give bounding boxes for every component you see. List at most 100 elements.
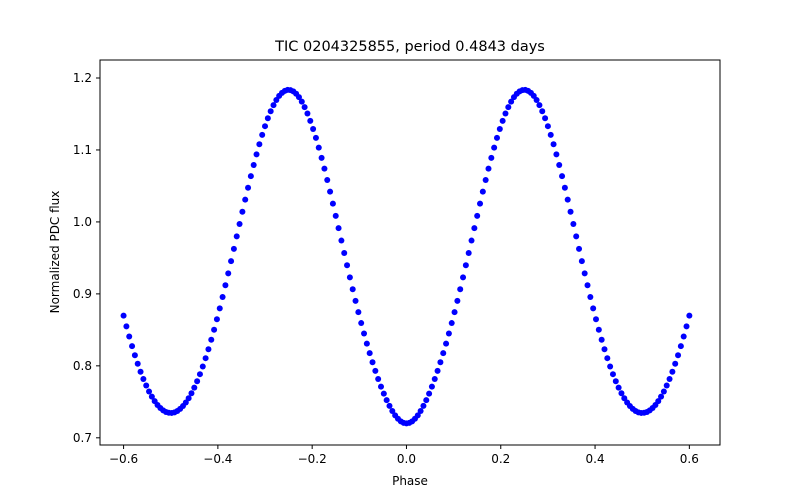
data-point — [460, 274, 467, 281]
data-point — [358, 320, 365, 327]
data-point — [264, 115, 271, 122]
data-point — [482, 176, 489, 183]
x-tick-label: 0.0 — [397, 452, 416, 466]
data-point — [341, 249, 348, 256]
data-point — [327, 188, 334, 195]
data-point — [672, 360, 679, 367]
data-point — [573, 233, 580, 240]
data-point — [202, 355, 209, 362]
data-point — [318, 154, 325, 161]
data-points — [120, 86, 693, 427]
data-point — [352, 297, 359, 304]
data-point — [431, 376, 438, 383]
data-point — [143, 382, 150, 389]
data-point — [216, 305, 223, 312]
data-point — [655, 398, 662, 405]
data-point — [686, 312, 693, 319]
x-tick-label: 0.4 — [586, 452, 605, 466]
data-point — [247, 173, 254, 180]
data-point — [561, 184, 568, 191]
data-point — [191, 384, 198, 391]
data-point — [581, 270, 588, 277]
data-point — [485, 165, 492, 172]
data-point — [131, 352, 138, 359]
data-point — [677, 343, 684, 350]
data-point — [612, 378, 619, 385]
data-point — [493, 134, 500, 141]
y-tick-label: 1.2 — [73, 71, 92, 85]
data-point — [349, 286, 356, 293]
data-point — [578, 258, 585, 265]
data-point — [148, 393, 155, 400]
data-point — [230, 245, 237, 252]
plot-frame — [99, 59, 721, 446]
data-point — [502, 110, 509, 117]
data-point — [344, 262, 351, 269]
x-tick-label: −0.6 — [109, 452, 138, 466]
data-point — [386, 402, 393, 409]
data-point — [361, 330, 368, 337]
x-axis: −0.6 −0.4 −0.2 0.0 0.2 0.4 0.6 — [109, 445, 699, 466]
data-point — [140, 375, 147, 382]
data-point — [445, 330, 452, 337]
data-point — [615, 384, 622, 391]
data-point — [533, 97, 540, 104]
data-point — [675, 352, 682, 359]
data-point — [208, 336, 215, 343]
data-point — [222, 282, 229, 289]
data-point — [188, 390, 195, 397]
data-point — [559, 173, 566, 180]
data-point — [298, 98, 305, 105]
data-point — [259, 131, 266, 138]
data-point — [295, 94, 302, 101]
data-point — [256, 141, 263, 148]
data-point — [250, 162, 257, 168]
y-tick-label: 0.9 — [73, 287, 92, 301]
data-point — [242, 196, 249, 203]
y-tick-label: 1.1 — [73, 143, 92, 157]
data-point — [505, 104, 512, 111]
data-point — [211, 326, 218, 333]
data-point — [205, 346, 212, 353]
y-tick-label: 1.0 — [73, 215, 92, 229]
data-point — [618, 390, 625, 397]
data-point — [604, 355, 611, 362]
data-point — [225, 270, 232, 277]
data-point — [434, 367, 441, 374]
x-tick-label: −0.2 — [298, 452, 327, 466]
data-point — [301, 104, 308, 111]
data-point — [570, 221, 577, 228]
data-point — [666, 375, 673, 382]
data-point — [443, 340, 450, 347]
data-point — [539, 108, 546, 115]
data-point — [414, 412, 421, 419]
data-point — [329, 200, 336, 207]
data-point — [547, 131, 554, 138]
data-point — [126, 333, 133, 340]
data-point — [474, 212, 481, 219]
data-point — [134, 360, 141, 367]
data-point — [375, 376, 382, 383]
data-point — [194, 378, 201, 385]
data-point — [239, 208, 246, 215]
data-point — [129, 343, 136, 350]
data-point — [233, 233, 240, 240]
data-point — [417, 408, 424, 414]
data-point — [479, 188, 486, 195]
data-point — [621, 395, 628, 402]
data-point — [270, 102, 277, 109]
data-point — [499, 117, 506, 124]
data-point — [496, 126, 503, 132]
data-point — [457, 286, 464, 293]
x-tick-label: 0.2 — [491, 452, 510, 466]
data-point — [669, 368, 676, 375]
data-point — [267, 108, 274, 115]
data-point — [683, 323, 690, 330]
data-point — [584, 282, 591, 289]
data-point — [468, 237, 475, 244]
data-point — [553, 151, 560, 158]
data-point — [363, 340, 370, 347]
data-point — [567, 208, 574, 215]
